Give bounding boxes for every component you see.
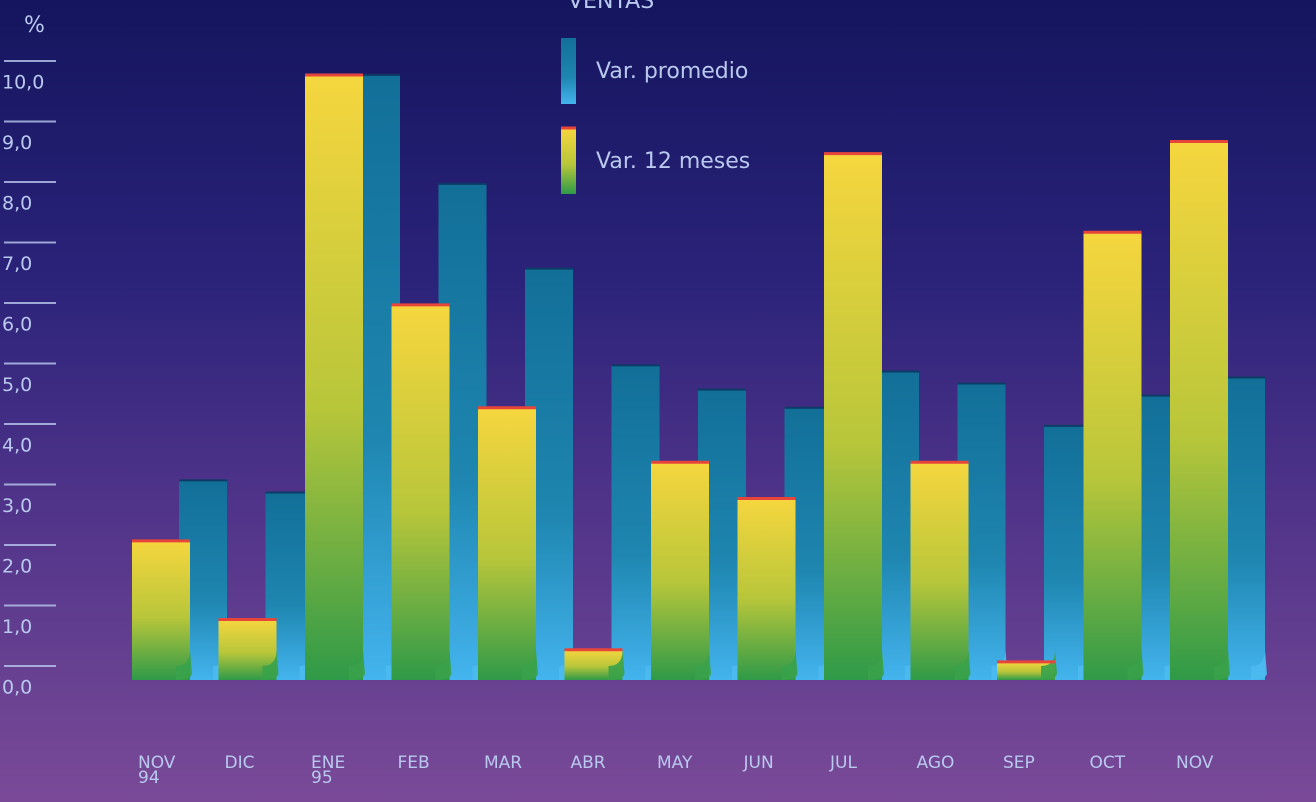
y-tick-label: 6,0	[2, 314, 32, 336]
y-tick-label: 2,0	[2, 556, 32, 578]
bar	[1170, 141, 1228, 681]
y-tick-label: 9,0	[2, 132, 32, 154]
x-tick-label: ABR	[570, 753, 606, 773]
bar	[824, 153, 882, 680]
bar	[651, 462, 709, 680]
y-tick-label: 1,0	[2, 616, 32, 638]
bar-curl	[349, 650, 365, 680]
bar	[305, 75, 363, 680]
bar-curl	[954, 650, 971, 680]
bar	[997, 661, 1055, 680]
bar	[132, 540, 190, 680]
bar-curl	[176, 650, 192, 680]
x-tick-label: DIC	[224, 753, 255, 773]
legend-label: Var. 12 meses	[596, 149, 750, 174]
y-tick-label: 8,0	[2, 193, 32, 215]
bar	[737, 498, 796, 680]
legend-swatch	[561, 38, 576, 104]
bar-curl	[781, 650, 798, 680]
x-tick-label: ENE 95	[311, 753, 346, 788]
x-tick-label: FEB	[397, 753, 430, 773]
bar-curl	[435, 650, 452, 680]
x-tick-label: AGO	[916, 753, 955, 773]
bar-curl	[1251, 650, 1267, 680]
x-tick-label: JUN	[743, 753, 774, 773]
x-tick-label: MAR	[484, 753, 523, 773]
y-tick-label: 0,0	[2, 677, 32, 699]
bar-curl	[695, 650, 711, 680]
bar	[910, 462, 969, 680]
x-tick-label: MAY	[657, 753, 693, 773]
bar	[1083, 232, 1142, 681]
y-tick-label: 7,0	[2, 253, 32, 275]
y-axis-label: %	[24, 13, 45, 38]
legend-label: Var. promedio	[596, 59, 748, 84]
x-tick-label: SEP	[1003, 753, 1035, 773]
bar-curl	[522, 650, 538, 680]
bar-curl	[608, 650, 625, 680]
y-tick-label: 5,0	[2, 374, 32, 396]
bar-curl	[868, 650, 884, 680]
x-tick-label: NOV 94	[138, 753, 176, 788]
y-tick-label: 4,0	[2, 435, 32, 457]
bar-curl	[1127, 650, 1144, 680]
bar-curl	[1214, 650, 1230, 680]
bar	[478, 407, 536, 680]
x-tick-label: NOV	[1176, 753, 1214, 773]
y-tick-label: 3,0	[2, 495, 32, 517]
bar	[391, 304, 450, 680]
bar-curl	[262, 650, 279, 680]
chart-title: VENTAS	[568, 0, 654, 14]
legend-swatch	[561, 128, 576, 194]
bar-curl	[1041, 650, 1057, 680]
x-tick-label: OCT	[1089, 753, 1126, 773]
y-tick-label: 10,0	[2, 72, 44, 94]
x-tick-label: JUL	[830, 753, 857, 773]
